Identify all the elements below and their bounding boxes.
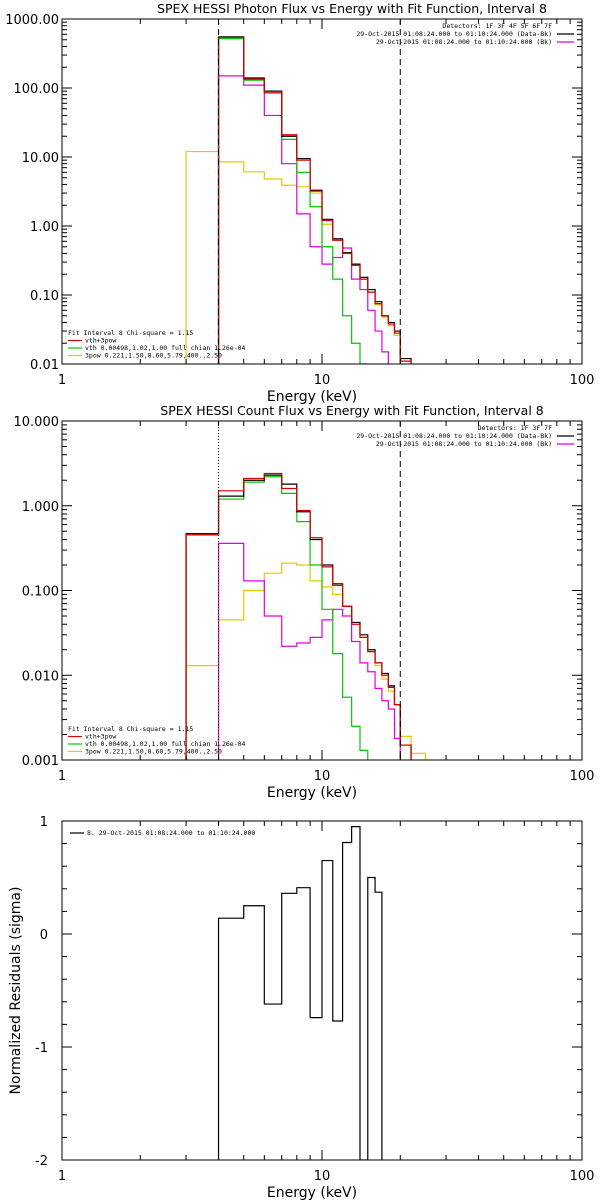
x-tick-label: 10 — [314, 373, 331, 388]
y-axis-label: Normalized Residuals (sigma) — [8, 887, 24, 1095]
y-tick-label: 0.01 — [30, 358, 59, 373]
x-tick-label: 100 — [570, 1169, 595, 1184]
series-3-line — [217, 38, 368, 364]
x-tick-label: 1 — [58, 373, 66, 388]
legend-bottom-entry: 3pow 0.221,1.50,8.60,5.79,400.,2.50 — [85, 748, 222, 756]
chart-panel-3: 1 10 100 -2 -1 0 1 Energy (keV) Normalized Resid… — [8, 815, 594, 1200]
x-tick-label: 100 — [570, 769, 595, 784]
y-tick-label: 1000.00 — [5, 13, 59, 28]
chart-title: SPEX HESSI Count Flux vs Energy with Fit… — [160, 403, 543, 418]
chart-panel-1: 1 10 100 0.01 0.10 1.00 10.00 100.00 1000.00 SPEX… — [5, 1, 594, 405]
y-tick-label: -2 — [35, 1154, 48, 1169]
x-tick-label: 1 — [58, 769, 66, 784]
x-tick-label: 10 — [314, 1169, 331, 1184]
x-axis-label: Energy (keV) — [267, 389, 357, 405]
series-3-line — [185, 476, 369, 760]
series-4-line — [185, 562, 427, 760]
legend-entry: 8. 29-Oct-2015 01:08:24.000 to 01:10:24.… — [87, 829, 255, 837]
y-tick-label: -1 — [35, 1041, 48, 1056]
legend-bottom-entry: Fit Interval 8 Chi-square = 1.15 — [68, 329, 193, 337]
x-tick-label: 100 — [570, 373, 595, 388]
legend-top-entry: 29-Oct-2015 01:08:24.000 to 01:10:24.000… — [376, 38, 552, 46]
x-axis-label: Energy (keV) — [267, 785, 357, 801]
legend-top-entry: Detectors: 1F 3F 7F — [478, 424, 552, 432]
series-5-line — [217, 75, 389, 364]
x-tick-label: 10 — [314, 769, 331, 784]
legend-bottom-entry: 3pow 0.221,1.50,8.60,5.79,400.,2.50 — [85, 352, 222, 360]
series-2-line — [185, 472, 412, 760]
chart-title: SPEX HESSI Photon Flux vs Energy with Fi… — [157, 1, 547, 16]
x-axis-label: Energy (keV) — [267, 1185, 357, 1200]
series-1-line — [217, 36, 412, 364]
y-tick-label: 1.00 — [30, 220, 59, 235]
y-tick-label: 0 — [40, 928, 48, 943]
legend-bottom-entry: vth+3pow — [85, 733, 116, 741]
legend-top-entry: 29-Oct-2015 01:08:24.000 to 01:10:24.000… — [356, 432, 552, 440]
series-4-line — [185, 150, 412, 364]
y-tick-label: 0.010 — [22, 669, 59, 684]
y-tick-label: 0.100 — [22, 585, 59, 600]
series-2-line — [217, 36, 412, 364]
y-tick-label: 10.00 — [22, 151, 59, 166]
legend-top-entry: Detectors: 1F 3F 4F 5F 6F 7F — [442, 22, 552, 30]
series-1-line — [217, 826, 383, 1160]
series-5-line — [217, 542, 401, 760]
y-tick-label: 1.000 — [22, 500, 59, 515]
y-tick-label: 100.00 — [14, 82, 60, 97]
x-tick-label: 1 — [58, 1169, 66, 1184]
y-tick-label: 0.001 — [22, 754, 59, 769]
chart-panel-2: 1 10 100 0.001 0.010 0.100 1.000 10.000 SPEX HES… — [14, 403, 595, 801]
legend-top-entry: 29-Oct-2015 01:08:24.000 to 01:10:24.000… — [376, 440, 552, 448]
legend-bottom-entry: Fit Interval 8 Chi-square = 1.15 — [68, 725, 193, 733]
y-tick-label: 10.000 — [14, 415, 60, 430]
y-tick-label: 0.10 — [30, 289, 59, 304]
legend-bottom-entry: vth 0.00498,1.02,1.00 full chian 1.26e-0… — [85, 740, 246, 748]
legend-bottom-entry: vth 0.00498,1.02,1.00 full chian 1.26e-0… — [85, 344, 246, 352]
legend-top-entry: 29-Oct-2015 01:08:24.000 to 01:10:24.000… — [356, 30, 552, 38]
series-1-line — [185, 474, 412, 760]
legend-bottom-entry: vth+3pow — [85, 337, 116, 345]
y-tick-label: 1 — [40, 815, 48, 830]
